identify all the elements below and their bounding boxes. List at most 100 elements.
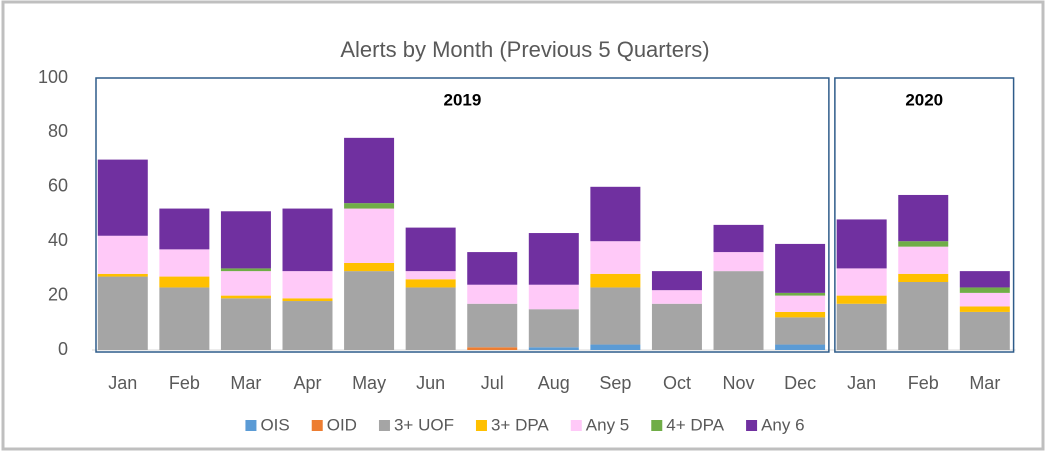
bar-segment [97,159,148,236]
bar-segment [898,194,949,242]
bar-segment [282,301,333,350]
bar-segment [651,271,702,291]
bar-segment [775,243,826,293]
bar-segment [959,306,1010,312]
bar-segment [775,292,826,296]
bar-segment [836,295,887,304]
bar-segment [159,249,210,277]
legend-label: Any 6 [761,415,804,434]
group-label: 2019 [444,90,482,109]
group-label: 2020 [905,90,943,109]
bar-segment [959,292,1010,307]
legend-label: 3+ DPA [491,415,549,434]
y-tick-label: 80 [48,121,68,141]
bar-segment [651,290,702,304]
legend-swatch [245,420,257,431]
x-tick-label: Aug [538,373,570,393]
bar-segment [528,347,579,350]
bar-segment [775,317,826,345]
bar-segment [651,303,702,350]
bar-segment [528,284,579,310]
legend-swatch [570,420,582,431]
bar-segment [959,287,1010,293]
y-tick-label: 0 [58,339,68,359]
bar-segment [220,295,271,299]
x-tick-label: Mar [969,373,1000,393]
x-tick-label: Jan [108,373,137,393]
bar-segment [405,287,456,350]
bar-segment [159,287,210,350]
bar-segment [97,276,148,350]
bar-segment [775,295,826,312]
bar-segment [836,303,887,350]
y-tick-label: 100 [38,67,68,87]
group-box [834,77,1015,353]
legend-swatch [311,420,323,431]
x-tick-label: Jul [481,373,504,393]
bar-segment [898,246,949,274]
legend-label: 4+ DPA [666,415,724,434]
bar-segment [467,252,518,285]
x-tick-label: Jun [416,373,445,393]
x-tick-label: Feb [908,373,939,393]
bar-segment [590,273,641,288]
legend-swatch [378,420,390,431]
y-tick-label: 40 [48,230,68,250]
bar-segment [898,241,949,247]
bar-segment [405,279,456,288]
chart-title: Alerts by Month (Previous 5 Quarters) [340,37,709,62]
x-tick-label: Nov [723,373,755,393]
group-box [95,77,830,353]
bar-segment [959,271,1010,288]
bar-segment [590,344,641,350]
bar-segment [344,208,395,263]
x-tick-label: Jan [847,373,876,393]
y-tick-label: 60 [48,176,68,196]
legend-label: Any 5 [586,415,629,434]
legend-label: 3+ UOF [394,415,454,434]
bar-segment [836,268,887,296]
bar-segment [775,344,826,350]
bar-segment [97,235,148,274]
x-tick-label: Apr [293,373,321,393]
bar-segment [405,271,456,280]
bar-segment [713,224,764,253]
bar-segment [159,276,210,288]
bar-segment [344,262,395,272]
bar-segment [713,271,764,350]
bar-segment [959,311,1010,350]
bar-segment [775,311,826,318]
x-tick-label: May [352,373,386,393]
legend-swatch [475,420,487,431]
legend-swatch [746,420,758,431]
legend-swatch [651,420,663,431]
bar-segment [836,219,887,269]
bar-segment [344,137,395,204]
legend-label: OID [327,415,357,434]
bar-segment [467,284,518,304]
bar-segment [590,287,641,345]
bar-segment [467,347,518,350]
bar-segment [344,271,395,350]
bar-segment [713,252,764,272]
bar-segment [220,211,271,269]
bar-segment [159,208,210,250]
bar-segment [97,273,148,277]
bar-segment [528,233,579,285]
bar-segment [898,273,949,282]
bar-segment [220,298,271,350]
x-tick-label: Sep [599,373,631,393]
legend-label: OIS [260,415,289,434]
x-tick-label: Feb [169,373,200,393]
x-tick-label: Oct [663,373,691,393]
x-tick-label: Mar [230,373,261,393]
bar-segment [405,227,456,272]
bar-segment [528,309,579,348]
bar-segment [220,268,271,272]
bar-segment [467,303,518,348]
y-tick-label: 20 [48,284,68,304]
bar-segment [590,186,641,242]
bar-segment [282,208,333,272]
